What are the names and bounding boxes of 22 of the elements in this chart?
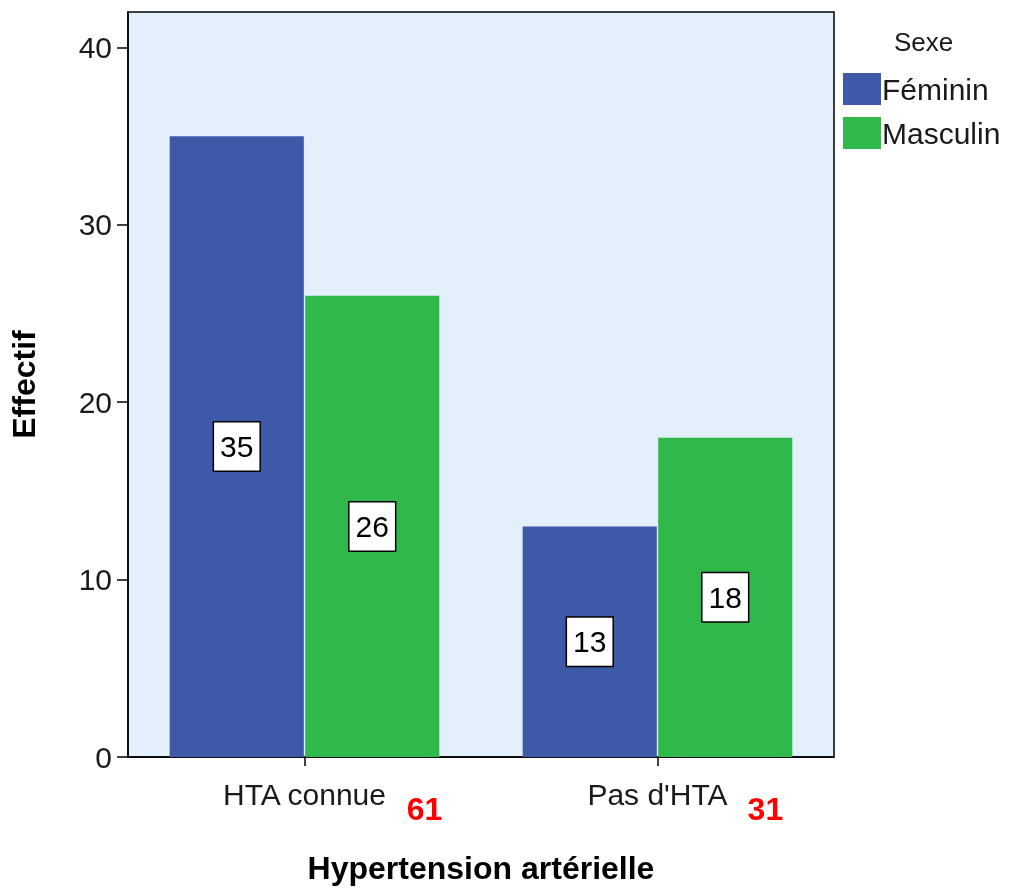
x-axis-title: Hypertension artérielle: [307, 850, 655, 886]
data-label: 13: [573, 625, 607, 659]
bar: [305, 295, 440, 757]
total-label: 31: [747, 791, 784, 827]
y-axis-title: Effectif: [6, 329, 42, 439]
legend-title: Sexe: [894, 27, 954, 57]
bar: [658, 437, 793, 757]
total-label: 61: [406, 791, 443, 827]
bar: [169, 136, 304, 757]
legend-label: Féminin: [882, 72, 989, 106]
y-tick-label: 20: [78, 385, 112, 419]
y-tick-label: 0: [95, 740, 112, 774]
y-tick-label: 10: [78, 563, 112, 597]
data-label: 35: [220, 430, 254, 464]
y-tick-label: 40: [78, 30, 112, 64]
x-tick-label: Pas d'HTA: [587, 777, 728, 811]
legend-label: Masculin: [882, 116, 1001, 150]
y-tick-label: 30: [78, 208, 112, 242]
bar: [522, 526, 657, 757]
data-label: 26: [355, 509, 389, 543]
data-label: 18: [708, 580, 742, 614]
x-tick-label: HTA connue: [223, 777, 386, 811]
